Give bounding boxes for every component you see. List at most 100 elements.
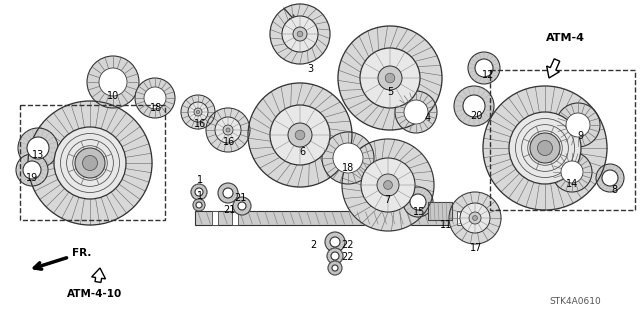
Text: ATM-4-10: ATM-4-10 [67, 289, 123, 299]
Circle shape [475, 59, 493, 77]
Circle shape [328, 261, 342, 275]
Circle shape [530, 133, 560, 163]
Circle shape [23, 161, 41, 179]
Text: 21: 21 [223, 205, 235, 215]
Circle shape [404, 100, 428, 124]
Text: 10: 10 [107, 91, 119, 101]
Text: 15: 15 [413, 207, 425, 217]
Circle shape [27, 137, 49, 159]
Circle shape [403, 187, 433, 217]
Text: 2: 2 [310, 240, 316, 250]
Circle shape [191, 184, 207, 200]
Text: 22: 22 [342, 240, 355, 250]
Text: 13: 13 [32, 150, 44, 160]
Circle shape [297, 31, 303, 37]
Circle shape [18, 128, 58, 168]
Circle shape [360, 48, 420, 108]
Text: 18: 18 [342, 163, 354, 173]
Circle shape [327, 248, 343, 264]
Circle shape [325, 232, 345, 252]
Circle shape [383, 181, 392, 189]
Text: FR.: FR. [35, 248, 92, 269]
Text: 4: 4 [425, 113, 431, 123]
Circle shape [602, 170, 618, 186]
Circle shape [75, 148, 105, 178]
Text: 16: 16 [194, 119, 206, 129]
Circle shape [552, 152, 592, 192]
Bar [490, 70, 635, 210]
Circle shape [223, 188, 233, 198]
FancyArrow shape [547, 59, 560, 78]
Circle shape [395, 91, 437, 133]
Bar [20, 105, 165, 220]
Circle shape [509, 112, 581, 184]
Circle shape [87, 56, 139, 108]
Text: 1: 1 [197, 191, 203, 201]
Bar [195, 211, 490, 225]
Bar [428, 202, 452, 220]
Circle shape [218, 183, 238, 203]
Text: 16: 16 [223, 137, 235, 147]
Circle shape [196, 202, 202, 208]
Text: 14: 14 [566, 179, 578, 189]
Circle shape [54, 127, 126, 199]
Circle shape [282, 16, 318, 52]
Circle shape [556, 103, 600, 147]
Text: 18: 18 [150, 103, 162, 113]
Text: 22: 22 [342, 252, 355, 262]
Circle shape [322, 132, 374, 184]
Circle shape [463, 95, 485, 117]
Bar [232, 211, 238, 225]
Circle shape [561, 161, 583, 183]
Circle shape [410, 194, 426, 210]
Circle shape [469, 212, 481, 224]
Text: 20: 20 [470, 111, 482, 121]
Bar [457, 211, 463, 225]
Text: 17: 17 [470, 243, 482, 253]
Text: 12: 12 [482, 70, 494, 80]
Circle shape [596, 164, 624, 192]
Circle shape [361, 158, 415, 212]
Circle shape [566, 113, 590, 137]
Text: 19: 19 [26, 173, 38, 183]
Text: STK4A0610: STK4A0610 [549, 298, 601, 307]
Text: 3: 3 [307, 64, 313, 74]
Circle shape [468, 52, 500, 84]
Text: 5: 5 [387, 87, 393, 97]
Circle shape [377, 174, 399, 196]
Circle shape [331, 252, 339, 260]
Circle shape [226, 128, 230, 132]
Circle shape [288, 123, 312, 147]
Bar [212, 211, 218, 225]
Circle shape [378, 66, 402, 90]
Circle shape [270, 105, 330, 165]
Circle shape [472, 216, 477, 220]
Circle shape [223, 125, 233, 135]
Circle shape [194, 108, 202, 116]
Text: 7: 7 [384, 195, 390, 205]
Circle shape [293, 27, 307, 41]
Circle shape [330, 237, 340, 247]
Circle shape [385, 73, 395, 83]
Circle shape [99, 68, 127, 96]
Circle shape [333, 143, 363, 173]
Text: ATM-4: ATM-4 [545, 33, 584, 43]
Circle shape [233, 197, 251, 215]
Circle shape [295, 130, 305, 140]
Circle shape [188, 102, 208, 122]
Circle shape [215, 117, 241, 143]
Circle shape [332, 265, 338, 271]
Circle shape [538, 140, 552, 155]
Circle shape [193, 199, 205, 211]
Circle shape [196, 110, 200, 114]
Circle shape [16, 154, 48, 186]
Circle shape [454, 86, 494, 126]
Text: 21: 21 [234, 193, 246, 203]
Circle shape [135, 78, 175, 118]
FancyArrow shape [92, 268, 106, 282]
Text: 11: 11 [440, 220, 452, 230]
Circle shape [144, 87, 166, 109]
Circle shape [195, 188, 203, 196]
Circle shape [83, 155, 97, 170]
Text: 1: 1 [197, 175, 203, 185]
